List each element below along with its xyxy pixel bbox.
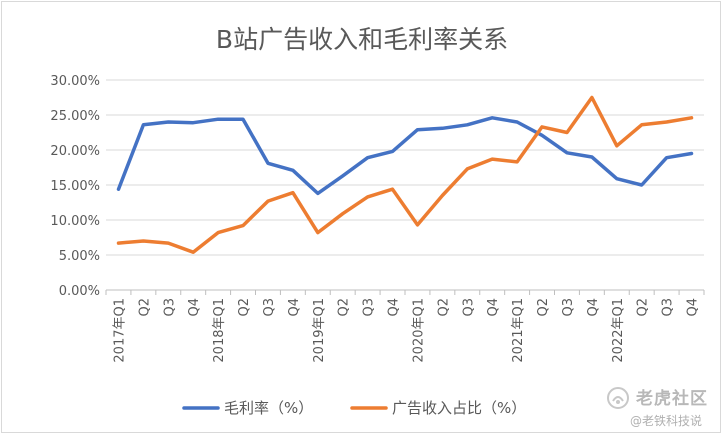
series-2-point: [615, 144, 618, 147]
series-2-point: [366, 195, 369, 198]
y-tick-label: 10.00%: [50, 214, 100, 229]
y-tick-label: 15.00%: [50, 179, 100, 194]
series-1-point: [291, 169, 294, 172]
series-1-point: [142, 123, 145, 126]
legend-label: 毛利率（%）: [224, 399, 313, 417]
x-tick-label: Q2: [237, 298, 252, 317]
x-tick-label: Q4: [387, 298, 402, 317]
series-1-point: [117, 188, 120, 191]
series-1-point: [541, 134, 544, 137]
series-1-point: [491, 116, 494, 119]
y-tick-label: 30.00%: [50, 74, 100, 89]
x-tick-label: 2018年Q1: [212, 298, 227, 363]
x-tick-label: Q2: [636, 298, 651, 317]
series-1-point: [615, 177, 618, 180]
series-1-point: [640, 184, 643, 187]
series-2-point: [640, 123, 643, 126]
series-1-point: [416, 128, 419, 131]
x-tick-label: Q4: [686, 298, 701, 317]
series-1-point: [441, 127, 444, 130]
chart-title: B站广告收入和毛利率关系: [216, 25, 508, 54]
x-tick-label: Q3: [561, 298, 576, 317]
series-1-point: [565, 151, 568, 154]
x-tick-label: Q4: [187, 298, 202, 317]
legend-label: 广告收入占比（%）: [392, 399, 526, 417]
legend: 毛利率（%） 广告收入占比（%）: [182, 399, 526, 417]
x-tick-label: Q4: [486, 298, 501, 317]
series-1-point: [192, 121, 195, 124]
series-2-point: [541, 125, 544, 128]
x-tick-label: Q3: [262, 298, 277, 317]
series-1-point: [466, 123, 469, 126]
series-line-2: [116, 95, 694, 254]
series-lines: [116, 95, 694, 254]
series-1-point: [266, 162, 269, 165]
x-tick-label: Q3: [461, 298, 476, 317]
series-2-point: [491, 158, 494, 161]
x-tick-label: 2022年Q1: [611, 298, 626, 363]
x-tick-label: 2017年Q1: [112, 298, 127, 363]
x-tick-label: Q4: [586, 298, 601, 317]
series-2-point: [316, 231, 319, 234]
series-2-point: [117, 242, 120, 245]
tiger-paw-icon: [607, 387, 629, 409]
series-2-point: [590, 96, 593, 99]
series-2-point: [441, 194, 444, 197]
series-2-point: [192, 251, 195, 254]
series-2-point: [690, 116, 693, 119]
watermark-title: 老虎社区: [636, 389, 708, 409]
series-2-point: [391, 188, 394, 191]
watermark-handle: @老铁科技说: [630, 414, 703, 428]
y-tick-label: 0.00%: [59, 284, 100, 299]
series-2-point: [416, 223, 419, 226]
x-tick-label: Q2: [536, 298, 551, 317]
x-tick-label: Q3: [661, 298, 676, 317]
x-tick-label: Q2: [137, 298, 152, 317]
series-line-1: [116, 116, 694, 196]
series-2-point: [466, 167, 469, 170]
x-tick-label: 2020年Q1: [411, 298, 426, 363]
x-tick-label: 2021年Q1: [511, 298, 526, 363]
x-tick-label: Q4: [287, 298, 302, 317]
series-2-point: [142, 240, 145, 243]
series-1-point: [242, 118, 245, 121]
x-tick-label: Q2: [436, 298, 451, 317]
series-1-point: [341, 174, 344, 177]
series-2-point: [291, 191, 294, 194]
series-2-point: [565, 131, 568, 134]
series-1-point: [690, 152, 693, 155]
x-tick-label: Q2: [337, 298, 352, 317]
series-1-point: [217, 118, 220, 121]
series-2-point: [665, 121, 668, 124]
x-tick-label: Q3: [162, 298, 177, 317]
series-1-point: [516, 121, 519, 124]
series-1-point: [167, 121, 170, 124]
y-tick-label: 25.00%: [50, 109, 100, 124]
grid-lines: [105, 79, 705, 295]
series-2-point: [167, 242, 170, 245]
series-1-point: [316, 192, 319, 195]
series-2-point: [266, 200, 269, 203]
series-2-point: [242, 224, 245, 227]
series-2-point: [516, 160, 519, 163]
series-2-point: [217, 231, 220, 234]
series-2-point: [341, 212, 344, 215]
x-tick-label: 2019年Q1: [312, 298, 327, 363]
y-tick-label: 20.00%: [50, 144, 100, 159]
series-1-point: [590, 156, 593, 159]
y-axis-tick-labels: 0.00% 5.00% 10.00% 15.00% 20.00% 25.00% 30.00%: [50, 74, 100, 299]
y-tick-label: 5.00%: [59, 249, 100, 264]
x-tick-label: Q3: [362, 298, 377, 317]
x-axis-tick-labels: 2017年Q1 Q2 Q3 Q4 2018年Q1 Q2 Q3 Q4 2019年Q1 Q2 Q3 Q4 2…: [112, 298, 700, 363]
series-1-point: [665, 156, 668, 159]
series-1-point: [391, 150, 394, 153]
series-1-point: [366, 156, 369, 159]
